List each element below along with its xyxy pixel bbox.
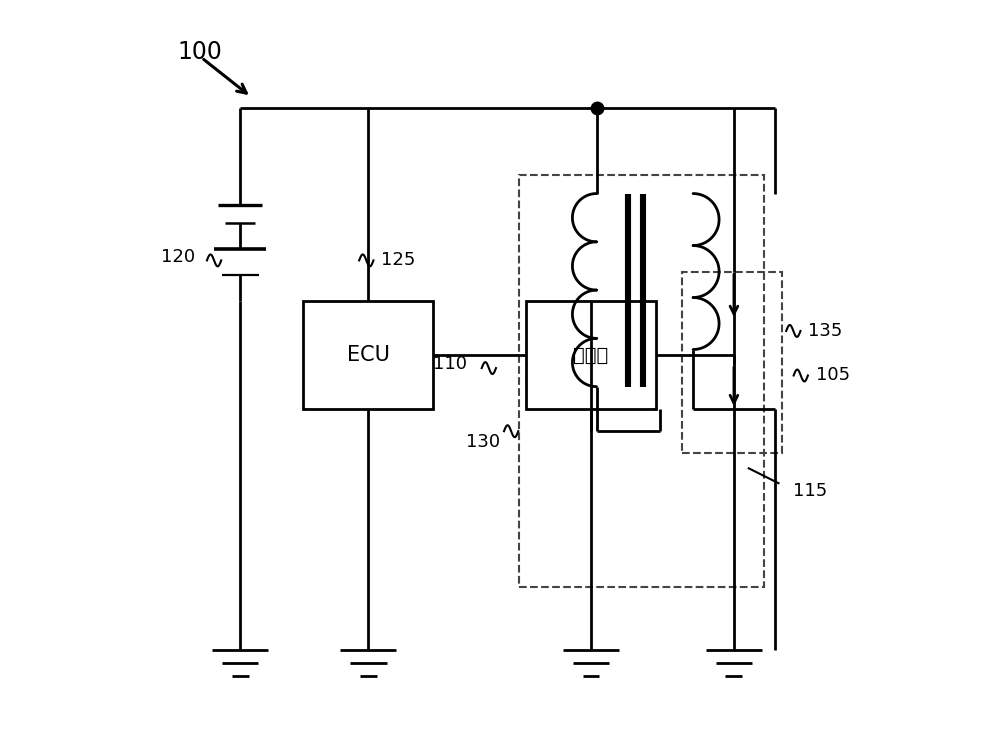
Text: 100: 100 [177, 41, 222, 65]
Text: ECU: ECU [347, 345, 390, 365]
Text: 105: 105 [816, 366, 850, 385]
Text: 115: 115 [793, 481, 828, 499]
Text: 点火器: 点火器 [573, 345, 609, 364]
Bar [526, 301, 656, 409]
Bar [303, 301, 433, 409]
Text: 120: 120 [161, 248, 196, 266]
Text: 135: 135 [808, 322, 843, 340]
Text: 130: 130 [466, 433, 500, 451]
Text: 125: 125 [381, 252, 416, 270]
Bar [682, 272, 782, 454]
Text: 110: 110 [433, 355, 467, 373]
Bar [519, 175, 764, 587]
